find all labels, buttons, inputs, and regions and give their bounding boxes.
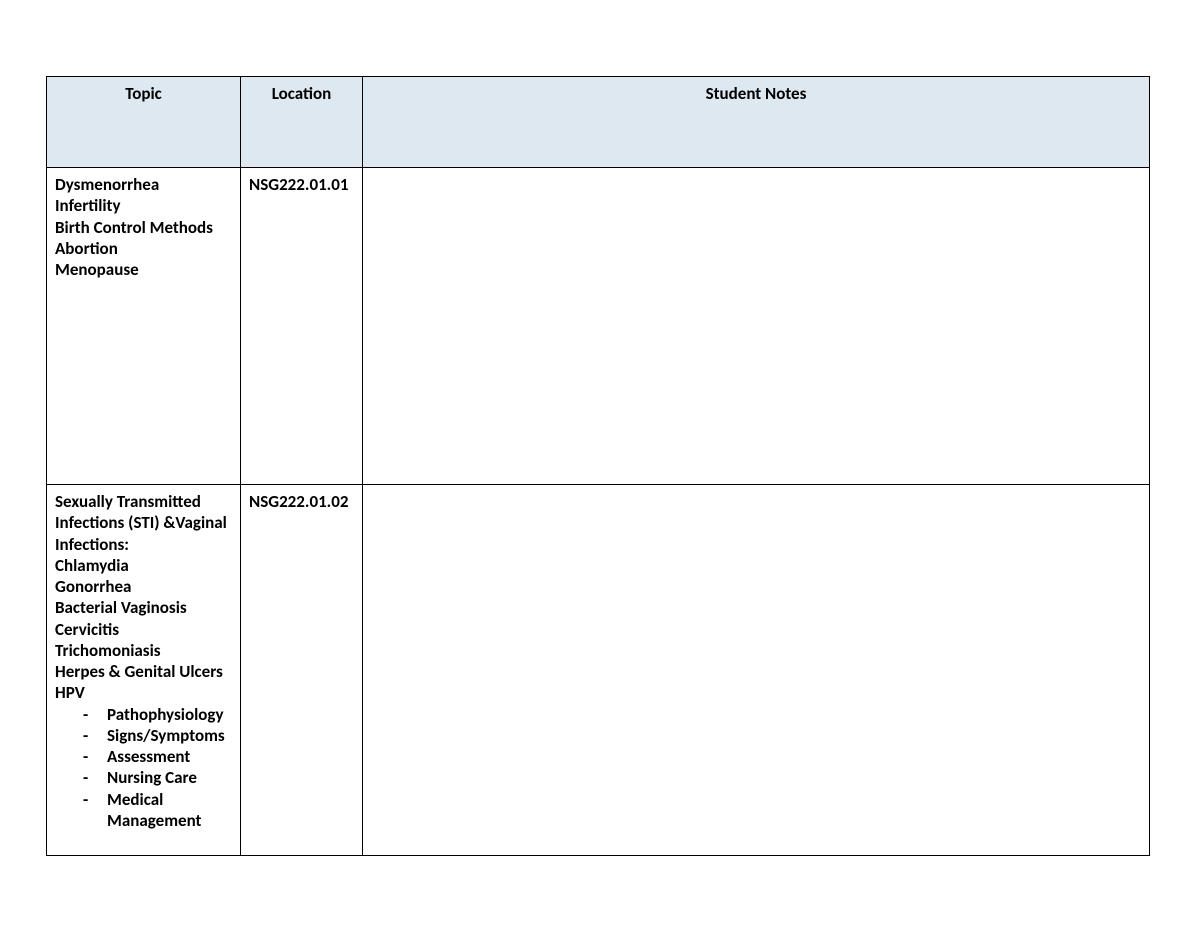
topic-bullet: Signs/Symptoms bbox=[83, 725, 232, 746]
topic-line: Dysmenorrhea bbox=[55, 174, 232, 195]
topic-bullet: Medical Management bbox=[83, 789, 232, 832]
col-header-location: Location bbox=[241, 77, 363, 168]
topic-line: Herpes & Genital Ulcers bbox=[55, 661, 232, 682]
topic-line: Cervicitis bbox=[55, 619, 232, 640]
topic-bullet: Pathophysiology bbox=[83, 704, 232, 725]
location-cell: NSG222.01.02 bbox=[241, 485, 363, 856]
topic-line: HPV bbox=[55, 682, 232, 703]
topic-line: Gonorrhea bbox=[55, 576, 232, 597]
topic-lines: Dysmenorrhea Infertility Birth Control M… bbox=[55, 174, 232, 280]
col-header-topic: Topic bbox=[47, 77, 241, 168]
table-header-row: Topic Location Student Notes bbox=[47, 77, 1150, 168]
topic-line: Bacterial Vaginosis bbox=[55, 597, 232, 618]
topic-line: Infertility bbox=[55, 195, 232, 216]
topic-lines: Sexually Transmitted Infections (STI) &V… bbox=[55, 491, 232, 704]
notes-table: Topic Location Student Notes Dysmenorrhe… bbox=[46, 76, 1150, 856]
page: Topic Location Student Notes Dysmenorrhe… bbox=[0, 0, 1200, 927]
topic-bullet: Nursing Care bbox=[83, 767, 232, 788]
topic-line: Trichomoniasis bbox=[55, 640, 232, 661]
topic-line: Chlamydia bbox=[55, 555, 232, 576]
topic-cell: Sexually Transmitted Infections (STI) &V… bbox=[47, 485, 241, 856]
topic-line: Birth Control Methods bbox=[55, 217, 232, 238]
notes-cell bbox=[363, 485, 1150, 856]
topic-bullets: Pathophysiology Signs/Symptoms Assessmen… bbox=[55, 704, 232, 832]
topic-line: Menopause bbox=[55, 259, 232, 280]
notes-cell bbox=[363, 168, 1150, 485]
topic-line: Abortion bbox=[55, 238, 232, 259]
topic-cell: Dysmenorrhea Infertility Birth Control M… bbox=[47, 168, 241, 485]
location-cell: NSG222.01.01 bbox=[241, 168, 363, 485]
col-header-notes: Student Notes bbox=[363, 77, 1150, 168]
topic-line: Sexually Transmitted Infections (STI) &V… bbox=[55, 491, 232, 555]
table-row: Dysmenorrhea Infertility Birth Control M… bbox=[47, 168, 1150, 485]
table-row: Sexually Transmitted Infections (STI) &V… bbox=[47, 485, 1150, 856]
topic-bullet: Assessment bbox=[83, 746, 232, 767]
